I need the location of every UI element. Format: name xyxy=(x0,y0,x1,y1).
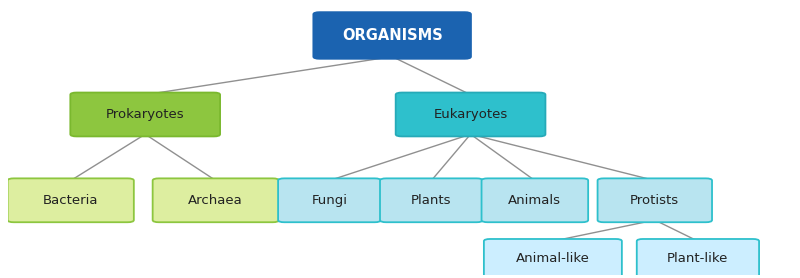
Text: ORGANISMS: ORGANISMS xyxy=(342,28,442,43)
FancyBboxPatch shape xyxy=(396,93,546,136)
Text: Plants: Plants xyxy=(411,194,452,207)
FancyBboxPatch shape xyxy=(637,239,759,278)
FancyBboxPatch shape xyxy=(8,178,134,222)
Text: Protists: Protists xyxy=(630,194,679,207)
FancyBboxPatch shape xyxy=(380,178,482,222)
Text: Archaea: Archaea xyxy=(188,194,243,207)
Text: Fungi: Fungi xyxy=(311,194,347,207)
FancyBboxPatch shape xyxy=(278,178,381,222)
FancyBboxPatch shape xyxy=(153,178,279,222)
Text: Bacteria: Bacteria xyxy=(43,194,98,207)
Text: Animal-like: Animal-like xyxy=(516,252,590,265)
FancyBboxPatch shape xyxy=(484,239,622,278)
Text: Animals: Animals xyxy=(508,194,562,207)
FancyBboxPatch shape xyxy=(314,12,471,59)
FancyBboxPatch shape xyxy=(70,93,220,136)
Text: Prokaryotes: Prokaryotes xyxy=(106,108,185,121)
FancyBboxPatch shape xyxy=(482,178,588,222)
FancyBboxPatch shape xyxy=(598,178,712,222)
Text: Plant-like: Plant-like xyxy=(667,252,729,265)
Text: Eukaryotes: Eukaryotes xyxy=(434,108,508,121)
